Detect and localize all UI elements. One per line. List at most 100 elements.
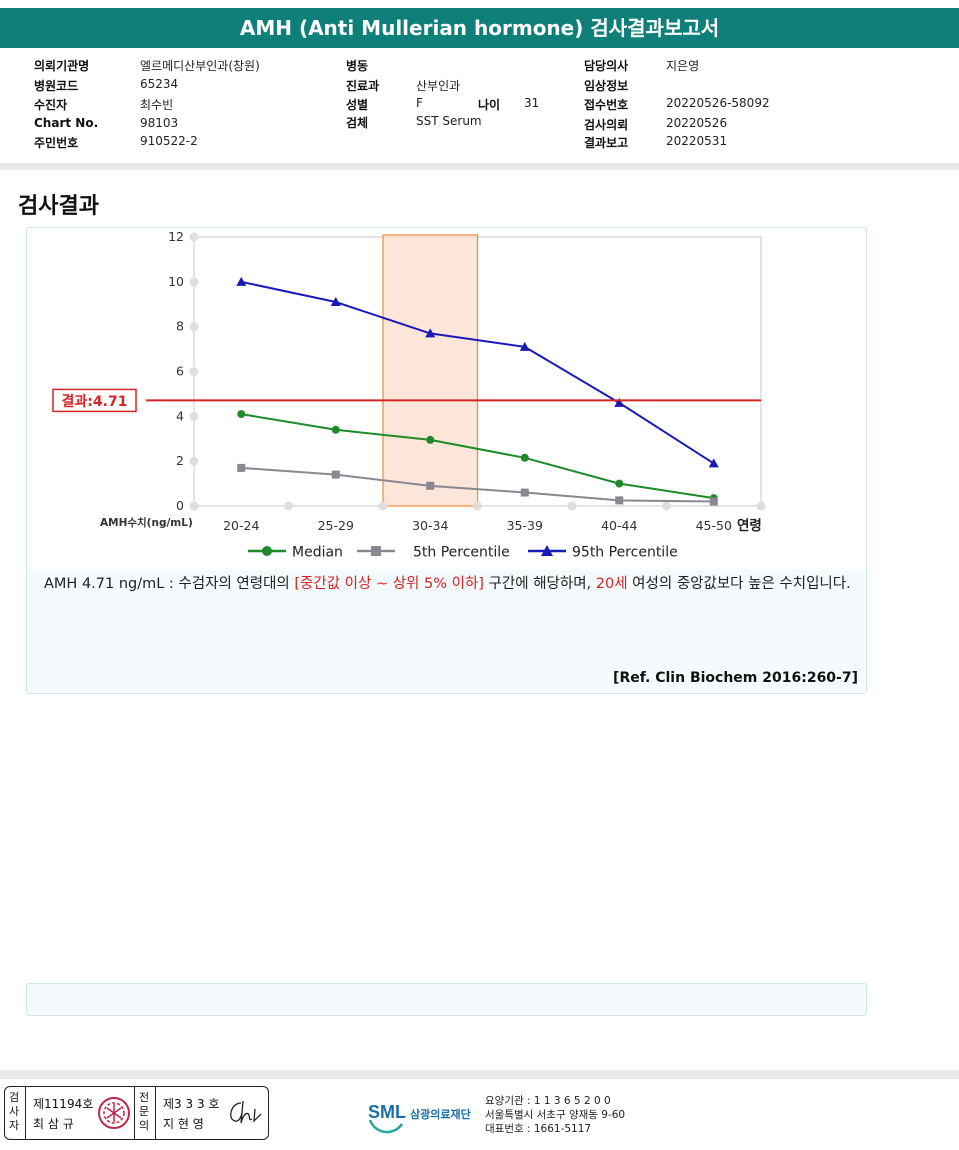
- data-point: [520, 453, 529, 462]
- y-tick-label: 12: [168, 229, 184, 244]
- org-info-line: 서울특별시 서초구 양재동 9-60: [485, 1109, 626, 1121]
- data-point: [615, 496, 624, 505]
- sml-logo: SML 삼광의료재단: [366, 1094, 481, 1138]
- info-value: F: [416, 96, 423, 110]
- x-axis-label: 연령: [737, 518, 762, 534]
- info-label: 결과보고: [584, 136, 629, 150]
- data-point: [426, 481, 435, 490]
- data-point: [708, 458, 719, 468]
- x-tick-label: 45-50: [696, 518, 732, 533]
- sml-logo-icon: SML 삼광의료재단: [368, 1102, 471, 1134]
- org-name: 삼광의료재단: [410, 1107, 471, 1121]
- x-tick-label: 40-44: [601, 518, 637, 533]
- x-tick-mark: [473, 501, 482, 511]
- data-point: [331, 425, 340, 434]
- y-tick-mark: [189, 411, 199, 421]
- inspector-number: 제11194호: [33, 1097, 94, 1111]
- footer-divider: [0, 1070, 959, 1079]
- data-point: [709, 497, 718, 506]
- x-tick-mark: [756, 501, 766, 511]
- y-tick-mark: [189, 322, 199, 332]
- inspector-name: 최 삼 규: [33, 1117, 74, 1131]
- info-label: 의뢰기관명: [34, 59, 90, 73]
- y-tick-label: 4: [176, 408, 184, 423]
- y-tick-label: 0: [176, 498, 184, 513]
- info-label: 담당의사: [584, 59, 629, 73]
- legend-label: 95th Percentile: [572, 545, 678, 561]
- info-label: 병동: [346, 59, 369, 73]
- description-background: [27, 570, 866, 693]
- info-value: 20220526: [666, 116, 728, 130]
- y-tick-label: 2: [176, 453, 184, 468]
- org-info-line: 요양기관 : 1 1 3 6 5 2 0 0: [485, 1095, 611, 1107]
- divider: [155, 1087, 156, 1139]
- info-label: Chart No.: [34, 116, 99, 130]
- info-label: 진료과: [346, 79, 380, 93]
- data-point: [330, 297, 341, 307]
- x-tick-mark: [378, 501, 388, 511]
- info-value: 최수빈: [140, 98, 174, 112]
- patient-info-panel: 의뢰기관명 엘르메디산부인과(창원) 병원코드 65234 수진자 최수빈 Ch…: [0, 50, 959, 162]
- data-point: [425, 328, 436, 338]
- organization-info: 요양기관 : 1 1 3 6 5 2 0 0 서울특별시 서초구 양재동 9-6…: [485, 1094, 625, 1136]
- info-value: 지은영: [666, 59, 700, 73]
- y-tick-mark: [189, 367, 199, 376]
- info-value: 20220526-58092: [666, 96, 770, 110]
- y-tick-mark: [189, 232, 199, 242]
- specialist-name: 지 현 영: [163, 1117, 204, 1131]
- data-point: [615, 479, 624, 488]
- info-value: 엘르메디산부인과(창원): [140, 59, 260, 73]
- x-tick-mark: [284, 501, 293, 511]
- description-text: 구간에 해당하며,: [483, 576, 596, 592]
- data-point: [236, 276, 247, 286]
- info-label: 검체: [346, 116, 369, 130]
- specialist-number: 제3 3 3 호: [163, 1097, 220, 1111]
- data-point: [614, 397, 625, 407]
- note-panel: [26, 983, 867, 1016]
- info-value: 20220531: [666, 134, 728, 148]
- data-point: [237, 463, 246, 472]
- description-age: 20세: [595, 576, 628, 592]
- result-label-box: [52, 388, 137, 413]
- data-point: [519, 341, 530, 351]
- section-divider: [0, 163, 959, 170]
- logo-text: SML: [368, 1102, 406, 1122]
- x-tick-label: 25-29: [318, 518, 354, 533]
- y-tick-mark: [189, 456, 199, 466]
- info-value: SST Serum: [416, 114, 482, 128]
- x-tick-mark: [189, 501, 199, 511]
- info-label: 접수번호: [584, 98, 629, 112]
- info-value: 98103: [140, 116, 179, 130]
- series-line: [241, 280, 715, 465]
- info-label: 검사의뢰: [584, 118, 629, 132]
- seal-icon: [98, 1097, 130, 1129]
- org-info-line: 대표번호 : 1661-5117: [485, 1123, 592, 1135]
- info-label: 주민번호: [34, 136, 79, 150]
- signature-icon: [230, 1100, 262, 1124]
- series-line: [241, 466, 714, 503]
- x-tick-label: 20-24: [223, 518, 259, 533]
- legend-marker: [262, 546, 272, 556]
- info-label: 임상정보: [584, 79, 629, 93]
- result-description: AMH 4.71 ng/mL : 수검자의 연령대의 [중간값 이상 ~ 상위 …: [44, 573, 872, 595]
- info-value: 31: [524, 96, 540, 110]
- highlight-band: [382, 234, 479, 507]
- series-line: [241, 413, 714, 500]
- y-tick-label: 8: [176, 319, 184, 334]
- y-axis-label: AMH수치(ng/mL): [100, 516, 193, 529]
- result-label: 결과:4.71: [62, 393, 128, 410]
- description-text: AMH 4.71 ng/mL : 수검자의 연령대의: [44, 576, 295, 592]
- info-label: 성별: [346, 98, 369, 112]
- info-value: 산부인과: [416, 79, 461, 93]
- reference-citation: [Ref. Clin Biochem 2016:260-7]: [613, 670, 858, 686]
- x-tick-mark: [567, 501, 577, 511]
- divider: [134, 1087, 135, 1139]
- specialist-label: 전문의: [138, 1091, 150, 1132]
- y-tick-mark: [189, 277, 199, 287]
- report-title: AMH (Anti Mullerian hormone) 검사결과보고서: [0, 0, 959, 48]
- data-point: [426, 435, 435, 444]
- info-label: 병원코드: [34, 79, 79, 93]
- x-tick-mark: [662, 501, 671, 511]
- info-label: 나이: [478, 98, 501, 112]
- description-range: [중간값 이상 ~ 상위 5% 이하]: [294, 576, 484, 592]
